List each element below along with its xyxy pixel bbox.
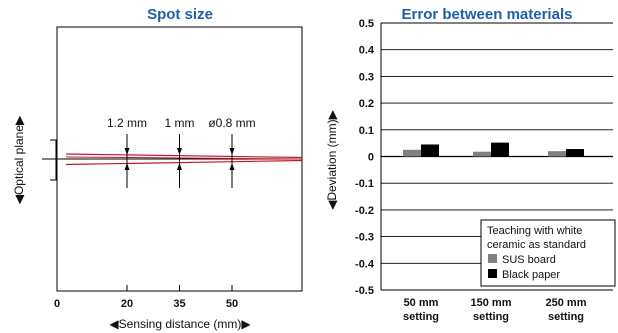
error-y-tick-label: -0.2: [355, 205, 374, 217]
optical-plane-bracket: [50, 139, 57, 181]
spot-arrow-up: [229, 163, 235, 170]
spot-arrow-down: [177, 148, 182, 155]
error-x-tick-label-line2: setting: [473, 311, 509, 323]
error-bar-black-paper: [566, 149, 584, 157]
spot-arrow-up: [177, 163, 182, 170]
error-chart: Error between materials ◀Deviation (mm)▶…: [325, 6, 616, 323]
error-y-tick-label: -0.3: [355, 232, 374, 244]
spot-arrow-down: [229, 148, 235, 155]
error-bar-sus-board: [548, 151, 566, 157]
error-x-tick-label-line1: 150 mm: [471, 297, 512, 309]
error-y-tick-label: 0: [368, 152, 374, 164]
legend-label-sus-board: SUS board: [502, 254, 556, 266]
beam-center-line: [65, 156, 303, 160]
error-chart-ylabel: ◀Deviation (mm)▶: [325, 109, 339, 210]
spot-arrow-up: [124, 163, 130, 170]
spot-size-chart: Spot size ◀Optical plane▶ 1.2 mm 1 mm ø0.8…: [12, 6, 303, 331]
error-x-tick-label-line2: setting: [548, 311, 584, 323]
error-bar-sus-board: [403, 149, 421, 157]
error-y-tick-label: 0.5: [359, 18, 374, 30]
legend-box: [480, 219, 616, 287]
spot-x-tick-label: 20: [121, 298, 133, 310]
error-y-tick-label: 0.1: [359, 125, 374, 137]
error-x-tick-label-line1: 50 mm: [404, 297, 439, 309]
error-y-tick-label: 0.2: [359, 98, 374, 110]
spot-size-title: Spot size: [147, 6, 213, 23]
error-chart-title: Error between materials: [402, 6, 573, 23]
error-chart-legend: Teaching with white ceramic as standard …: [480, 219, 616, 287]
spot-x-tick-label: 0: [54, 298, 60, 310]
spot-x-tick-label: 35: [173, 298, 185, 310]
legend-swatch-sus-board: [488, 254, 497, 263]
error-y-tick-label: 0.4: [359, 45, 375, 57]
spot-size-xlabel: ◀Sensing distance (mm)▶: [109, 317, 251, 331]
beam-lower-line: [65, 159, 303, 166]
error-bar-black-paper: [421, 144, 439, 157]
legend-label-black-paper: Black paper: [502, 269, 560, 281]
error-bar-sus-board: [473, 151, 491, 157]
error-x-tick-label-line2: setting: [403, 311, 439, 323]
error-y-tick-label: 0.3: [359, 71, 374, 83]
error-y-tick-label: -0.4: [355, 258, 375, 270]
spot-size-annotation: 1 mm: [165, 116, 195, 130]
legend-title-line2: ceramic as standard: [487, 239, 586, 251]
spot-arrow-down: [124, 148, 130, 155]
error-y-tick-label: -0.5: [355, 285, 374, 297]
spot-size-ylabel: ◀Optical plane▶: [12, 115, 26, 204]
spot-size-annotation: 1.2 mm: [107, 116, 147, 130]
beam-upper-line: [65, 153, 303, 159]
error-x-tick-label-line1: 250 mm: [546, 297, 587, 309]
error-bar-black-paper: [491, 142, 509, 157]
spot-x-tick-label: 50: [226, 298, 238, 310]
spot-size-annotation: ø0.8 mm: [208, 116, 255, 130]
legend-swatch-black-paper: [488, 269, 497, 278]
error-y-tick-label: -0.1: [355, 178, 374, 190]
legend-title-line1: Teaching with white: [487, 225, 582, 237]
